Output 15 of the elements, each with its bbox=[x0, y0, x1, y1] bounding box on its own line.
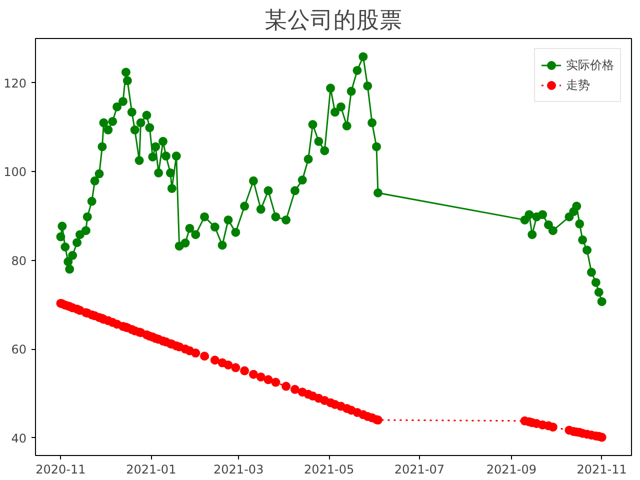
x-tick-label: 2020-11 bbox=[36, 462, 86, 476]
y-tick-label: 120 bbox=[4, 76, 26, 90]
x-tick-label: 2021-01 bbox=[126, 462, 176, 476]
y-tick-label: 100 bbox=[4, 165, 26, 180]
y-tick-label: 60 bbox=[11, 342, 27, 357]
x-tick-label: 2021-03 bbox=[214, 462, 264, 476]
legend-label: 实际价格 bbox=[566, 56, 614, 74]
x-tick-label: 2021-11 bbox=[576, 462, 627, 476]
x-tick-label: 2021-07 bbox=[394, 462, 445, 476]
y-tick-label: 40 bbox=[11, 431, 27, 446]
x-tick-label: 2021-09 bbox=[486, 462, 536, 476]
chart-title: 某公司的股票 bbox=[264, 8, 402, 34]
x-tick-label: 2021-05 bbox=[304, 462, 354, 476]
legend-label: 走势 bbox=[566, 76, 590, 94]
y-tick-label: 80 bbox=[11, 254, 27, 268]
